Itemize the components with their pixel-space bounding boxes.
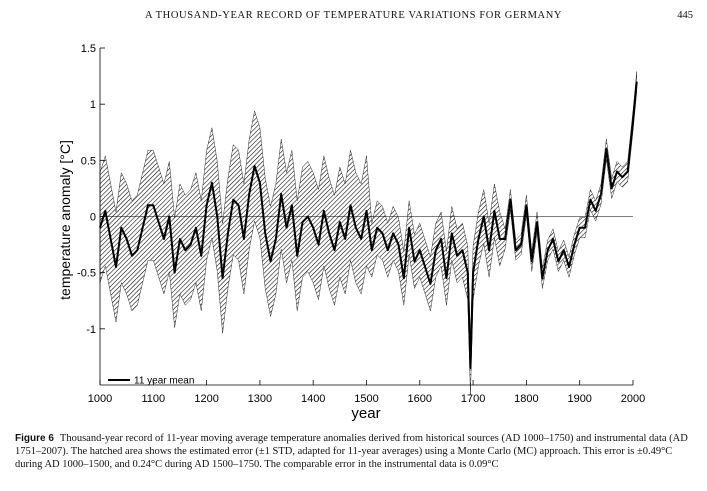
error-band xyxy=(99,71,637,396)
axes: 1000 1100 1200 1300 1400 1500 1600 1700 1800 1900… xyxy=(77,43,645,405)
y-tick-label: 0.5 xyxy=(81,155,96,167)
running-title: A THOUSAND-YEAR RECORD OF TEMPERATURE VA… xyxy=(145,10,563,21)
x-tick-label: 1900 xyxy=(567,393,591,405)
y-tick-label: 1.5 xyxy=(81,43,96,55)
legend: 11 year mean xyxy=(108,376,194,387)
x-tick-label: 1400 xyxy=(301,393,325,405)
series-line-11-year-mean xyxy=(99,81,638,370)
x-tick-label: 1000 xyxy=(88,393,112,405)
legend-label: 11 year mean xyxy=(134,376,194,387)
series-line-layer xyxy=(99,81,638,370)
running-head: A THOUSAND-YEAR RECORD OF TEMPERATURE VA… xyxy=(0,10,707,26)
x-tick-label: 1300 xyxy=(248,393,272,405)
page-number: 445 xyxy=(677,10,693,21)
temperature-anomaly-chart: 1000 1100 1200 1300 1400 1500 1600 1700 1800 1900… xyxy=(57,43,645,422)
y-tick-label: 1 xyxy=(90,99,96,111)
y-axis-label: temperature anomaly [°C] xyxy=(57,140,73,300)
y-tick-label: -0.5 xyxy=(77,268,96,280)
caption-text: Thousand-year record of 11-year moving a… xyxy=(15,433,688,470)
y-tick-label: -1 xyxy=(86,324,96,336)
x-tick-label: 1800 xyxy=(514,393,538,405)
error-band-layer xyxy=(99,71,637,396)
x-axis-label: year xyxy=(351,405,380,422)
figure-caption: Figure 6 Thousand-year record of 11-year … xyxy=(15,432,700,471)
x-tick-label: 1700 xyxy=(461,393,485,405)
x-tick-label: 1200 xyxy=(194,393,218,405)
x-tick-label: 1100 xyxy=(141,393,165,405)
x-tick-label: 2000 xyxy=(621,393,645,405)
x-tick-label: 1600 xyxy=(408,393,432,405)
x-tick-label: 1500 xyxy=(354,393,378,405)
y-tick-label: 0 xyxy=(90,212,96,224)
figure-label: Figure 6 xyxy=(15,433,54,444)
